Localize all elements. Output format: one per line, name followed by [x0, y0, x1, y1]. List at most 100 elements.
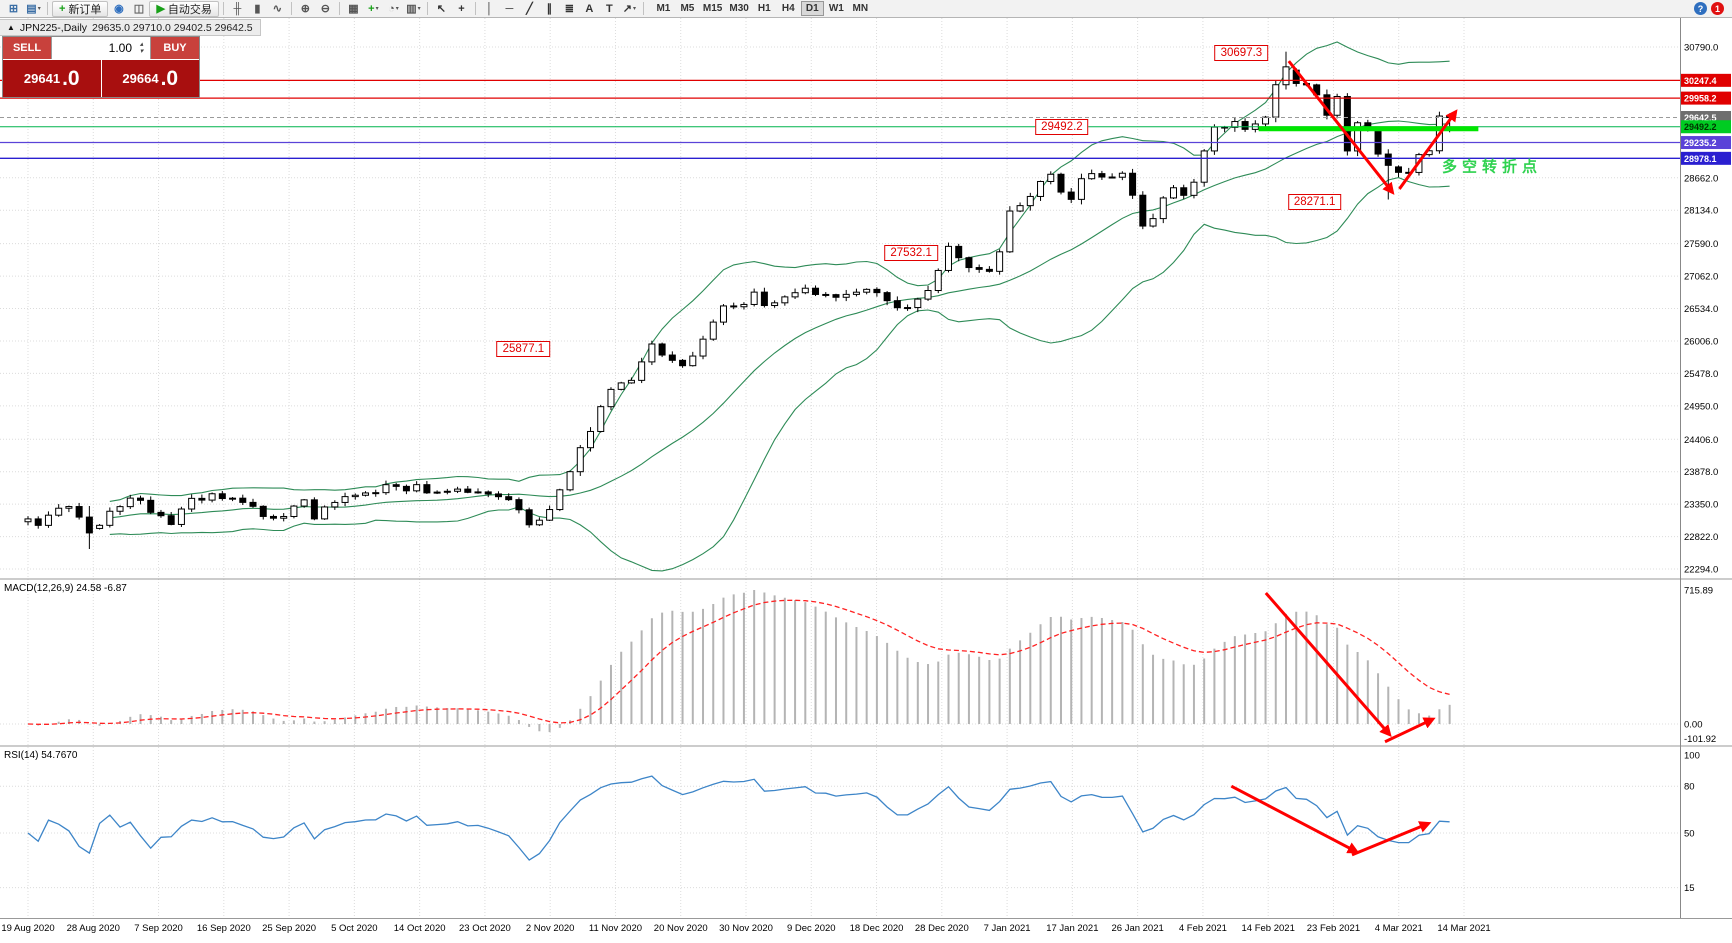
price-annotation[interactable]: 27532.1 [884, 245, 938, 262]
svg-text:27590.0: 27590.0 [1684, 239, 1718, 250]
svg-text:29642.5: 29642.5 [1684, 113, 1717, 123]
navigator-icon[interactable]: ◫ [133, 3, 145, 15]
svg-text:24406.0: 24406.0 [1684, 435, 1718, 446]
periods-icon[interactable]: ◔ ▾ [388, 2, 399, 15]
volume-up-icon[interactable]: ▴ [139, 41, 144, 48]
toolbar-separator [222, 2, 224, 15]
horizontal-line-icon[interactable]: ─ [505, 2, 514, 15]
candlesticks [24, 51, 1454, 550]
timeframe-m5[interactable]: M5 [676, 1, 699, 16]
svg-text:28662.0: 28662.0 [1684, 173, 1718, 184]
timeframe-m1[interactable]: M1 [652, 1, 675, 16]
svg-text:30 Nov 2020: 30 Nov 2020 [719, 923, 773, 934]
time-axis[interactable] [0, 919, 1680, 943]
fibonacci-icon[interactable]: ≣ [564, 3, 575, 15]
vertical-line-icon[interactable]: │ [485, 2, 493, 15]
trend-arrows[interactable] [1230, 60, 1458, 857]
horizontal-lines[interactable] [0, 79, 1680, 159]
timeframe-m15[interactable]: M15 [700, 1, 725, 16]
buy-price[interactable]: 29664 .0 [101, 60, 199, 97]
svg-text:50: 50 [1684, 829, 1695, 840]
buy-button[interactable]: BUY [151, 37, 199, 59]
timeframe-bar: M1 M5 M15 M30 H1 H4 D1 W1 MN [652, 1, 872, 16]
price-axis[interactable] [1681, 18, 1732, 918]
volume-down-icon[interactable]: ▾ [139, 48, 144, 55]
chart-profiles-icon[interactable]: ▤ ▾ [26, 3, 41, 15]
svg-text:9 Dec 2020: 9 Dec 2020 [787, 923, 836, 934]
sell-button[interactable]: SELL [3, 37, 51, 59]
timeframe-d1[interactable]: D1 [800, 1, 824, 16]
svg-text:26006.0: 26006.0 [1684, 336, 1718, 347]
zoom-in-icon[interactable]: ⊕ [300, 3, 311, 15]
timeframe-h4[interactable]: H4 [777, 1, 800, 16]
svg-text:22822.0: 22822.0 [1684, 532, 1718, 543]
market-watch-icon[interactable]: ◉ [114, 3, 124, 15]
ohlc-values: 29635.0 29710.0 29402.5 29642.5 [92, 21, 253, 34]
volume-value[interactable]: 1.00 [108, 41, 132, 55]
toolbar-separator [642, 2, 644, 15]
svg-text:14 Mar 2021: 14 Mar 2021 [1437, 923, 1490, 934]
svg-text:22294.0: 22294.0 [1684, 565, 1718, 576]
timeframe-h1[interactable]: H1 [753, 1, 776, 16]
sell-price[interactable]: 29641 .0 [3, 60, 101, 97]
bar-chart-icon[interactable]: ╫ [233, 2, 242, 15]
svg-text:-101.92: -101.92 [1684, 734, 1716, 745]
buy-price-frac: .0 [160, 67, 179, 90]
price-annotation[interactable]: 25877.1 [496, 340, 551, 357]
timeframe-m30[interactable]: M30 [726, 1, 751, 16]
svg-text:26 Jan 2021: 26 Jan 2021 [1111, 923, 1163, 934]
svg-text:18 Dec 2020: 18 Dec 2020 [850, 923, 904, 934]
axis-labels: 19 Aug 2020 28 Aug 2020 7 Sep 2020 16 Sep 2… [1, 43, 1718, 935]
help-icon[interactable]: ? [1694, 2, 1707, 15]
svg-text:27062.0: 27062.0 [1684, 272, 1718, 283]
svg-text:28978.1: 28978.1 [1684, 154, 1717, 164]
macd-histogram [37, 589, 1451, 733]
symbol-title: JPN225-,Daily [19, 21, 88, 34]
svg-text:28 Aug 2020: 28 Aug 2020 [67, 923, 120, 934]
timeframe-mn[interactable]: MN [849, 1, 872, 16]
svg-text:80: 80 [1684, 782, 1695, 793]
label-icon[interactable]: T [606, 2, 613, 15]
svg-text:715.89: 715.89 [1684, 585, 1713, 596]
sell-price-main: 29641 [23, 71, 61, 86]
svg-text:5 Oct 2020: 5 Oct 2020 [331, 923, 377, 934]
line-chart-icon[interactable]: ∿ [272, 3, 283, 15]
indicators-icon[interactable]: + ▾ [368, 2, 379, 15]
templates-icon[interactable]: ▥ ▾ [406, 3, 421, 15]
volume-input[interactable]: 1.00 ▴ ▾ [51, 37, 151, 59]
new-order-button[interactable]: + 新订单 [52, 0, 109, 17]
cursor-icon[interactable]: ↖ [436, 3, 447, 15]
new-chart-icon[interactable]: ⊞ [8, 3, 19, 15]
channel-icon[interactable]: ∥ [546, 3, 553, 15]
svg-text:24950.0: 24950.0 [1684, 401, 1718, 412]
svg-text:0.00: 0.00 [1684, 720, 1703, 731]
svg-text:30247.4: 30247.4 [1684, 76, 1717, 86]
svg-text:4 Feb 2021: 4 Feb 2021 [1179, 923, 1227, 934]
rsi-label: RSI(14) 54.7670 [4, 750, 78, 761]
svg-text:26534.0: 26534.0 [1684, 304, 1718, 315]
timeframe-w1[interactable]: W1 [825, 1, 848, 16]
candlestick-chart-icon[interactable]: ▮ [254, 3, 261, 15]
svg-text:4 Mar 2021: 4 Mar 2021 [1375, 923, 1423, 934]
rsi-line [27, 775, 1450, 861]
tile-windows-icon[interactable]: ▦ [348, 3, 359, 15]
trendline-icon[interactable]: ╱ [526, 3, 533, 15]
crosshair-icon[interactable]: + [458, 2, 465, 15]
zoom-out-icon[interactable]: ⊖ [320, 3, 331, 15]
turning-point-note[interactable]: 多空转折点 [1441, 158, 1543, 176]
svg-text:7 Jan 2021: 7 Jan 2021 [984, 923, 1031, 934]
price-annotation[interactable]: 30697.3 [1214, 44, 1269, 61]
collapse-icon[interactable]: ▲ [7, 23, 15, 32]
toolbar-separator [426, 2, 428, 15]
price-annotation[interactable]: 29492.2 [1035, 118, 1089, 135]
gridlines [0, 18, 1680, 918]
price-annotation[interactable]: 28271.1 [1287, 193, 1342, 210]
arrows-icon[interactable]: ↗ ▾ [622, 3, 637, 15]
svg-text:30790.0: 30790.0 [1684, 43, 1718, 54]
notification-badge[interactable]: 1 [1711, 2, 1724, 15]
auto-trading-button[interactable]: ▶ 自动交易 [149, 0, 219, 17]
text-icon[interactable]: A [585, 2, 594, 15]
volume-stepper[interactable]: ▴ ▾ [135, 41, 148, 55]
